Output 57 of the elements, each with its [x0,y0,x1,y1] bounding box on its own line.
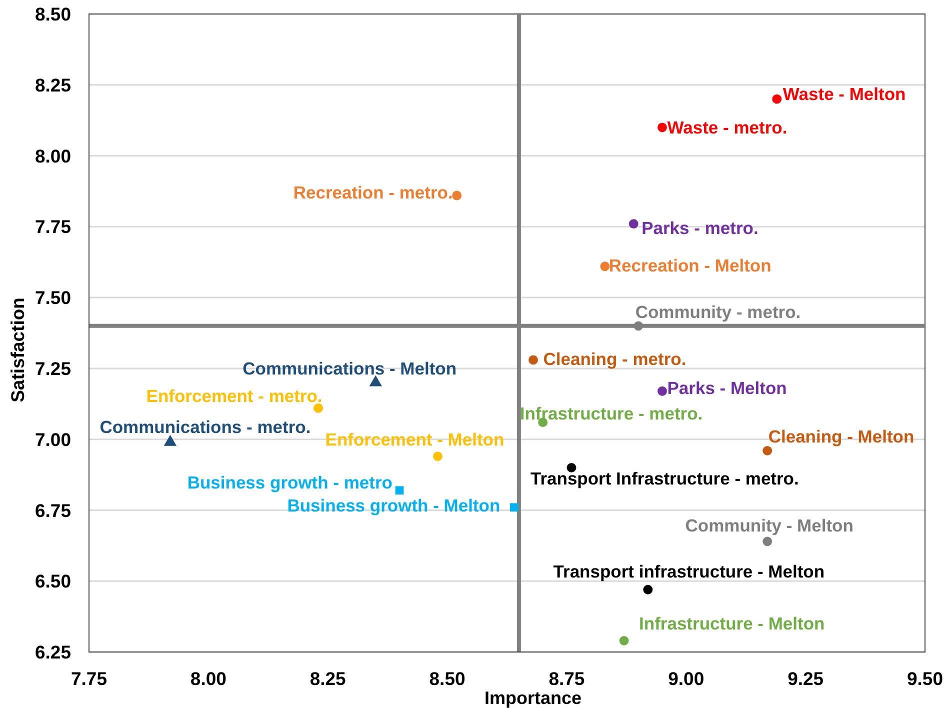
x-tick-label: 9.00 [668,668,704,690]
series-label: Parks - Melton [667,378,787,398]
series-label: Enforcement - Melton [325,429,504,450]
point [634,321,644,331]
series-label: Enforcement - metro. [146,386,322,406]
x-tick-label: 8.75 [548,668,585,690]
series-label: Communications - metro. [100,417,311,438]
x-tick-label: 8.25 [310,668,346,690]
series-label: Community - metro. [635,302,801,322]
y-tick-label: 7.00 [34,428,71,450]
x-tick-label: 8.50 [429,668,466,690]
point [643,584,653,594]
point [762,536,772,546]
point [619,636,629,646]
point [600,262,610,272]
x-tick-label: 9.50 [906,668,944,690]
text: Transport infrastructure - Melton [553,562,825,582]
series-label: Infrastructure - Melton [639,614,825,634]
y-tick-label: 6.75 [34,500,71,521]
series-label: Waste - Melton [782,84,906,104]
y-tick-label: 6.50 [34,570,71,592]
point [658,122,667,132]
y-tick-label: 7.25 [34,358,71,380]
y-tick-label: 7.50 [34,287,71,308]
series-label: Parks - metro. [642,218,758,238]
series-label: Communications - Melton [242,358,457,379]
point [433,452,442,462]
point [628,219,638,229]
x-tick-label: 8.00 [190,668,226,690]
series-label: Recreation - metro. [293,182,453,202]
x-tick-label: 7.75 [70,668,108,690]
y-tick-label: 8.25 [34,74,71,96]
point [528,355,538,365]
series-label: Infrastructure - metro. [520,403,703,424]
point [566,462,576,472]
point [510,503,518,512]
series-label: Recreation - Melton [608,255,772,276]
y-tick-label: 8.50 [34,4,71,25]
point [762,446,772,456]
series-label: Cleaning - Melton [768,426,914,447]
series-label: Business growth - metro [187,472,393,492]
series-label: Waste - metro. [667,117,788,138]
y-tick-label: 6.25 [34,642,71,663]
point [452,190,462,200]
point [772,94,782,104]
y-tick-label: 8.00 [34,145,71,166]
point [314,403,324,413]
point [658,386,667,396]
point [395,486,404,495]
x-axis-title: Importance [484,688,582,708]
y-axis-title: Satisfaction [7,298,28,402]
series-label: Community - Melton [685,515,854,536]
series-label: Cleaning - metro. [543,348,686,369]
y-tick-label: 7.75 [34,216,71,238]
text: Transport Infrastructure - metro. [530,468,799,489]
series-label: Business growth - Melton [287,495,500,516]
x-tick-label: 9.25 [788,668,824,690]
